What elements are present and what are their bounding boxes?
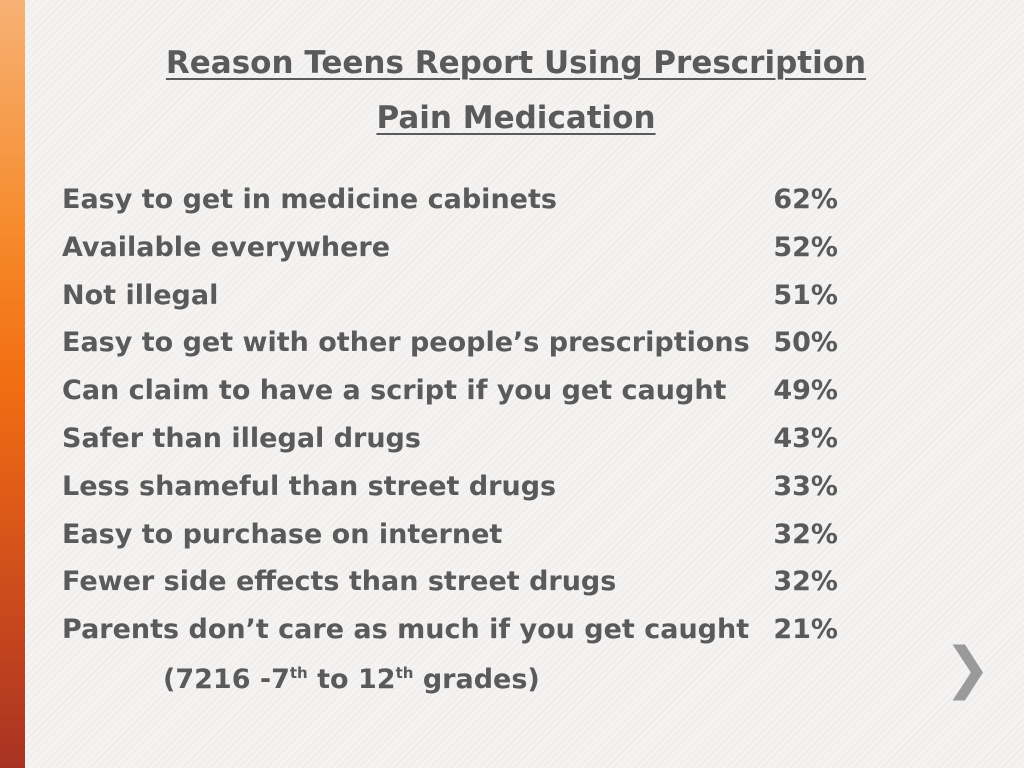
row: Easy to get with other people’s prescrip…: [62, 327, 838, 367]
title-line: Pain Medication: [376, 100, 656, 136]
row: Safer than illegal drugs 43%: [62, 423, 838, 463]
row: Easy to get in medicine cabinets 62%: [62, 184, 838, 224]
reason: Available everywhere: [62, 231, 391, 263]
reason: Parents don’t care as much if you get ca…: [62, 614, 750, 646]
percent: 43%: [773, 423, 838, 454]
superscript: th: [289, 664, 308, 682]
percent: 51%: [773, 279, 838, 311]
superscript: th: [395, 664, 414, 682]
percent: 62%: [773, 184, 838, 215]
footnote-text: to 12: [307, 664, 396, 695]
percent: 52%: [773, 231, 838, 263]
percent: 21%: [773, 614, 838, 646]
next-arrow[interactable]: ❯: [944, 636, 991, 701]
reason: Not illegal: [62, 279, 219, 311]
reason: Fewer side effects than street drugs: [62, 566, 617, 598]
row: Available everywhere 52%: [62, 232, 838, 272]
footnote-text: (7216 -7: [163, 664, 290, 695]
percent: 32%: [773, 518, 838, 550]
row: Less shameful than street drugs 33%: [62, 471, 838, 511]
reason: Easy to purchase on internet: [62, 518, 503, 550]
accent-bar: [0, 0, 25, 768]
percent: 32%: [773, 566, 838, 598]
percent: 33%: [773, 470, 838, 502]
reason: Easy to get in medicine cabinets: [62, 184, 557, 215]
title: Reason Teens Report Using Prescription Pa…: [25, 36, 1007, 146]
row: Not illegal 51%: [62, 280, 838, 320]
row: Can claim to have a script if you get ca…: [62, 375, 838, 415]
footnote: (7216 -7th to 12th grades): [163, 664, 540, 695]
reason: Less shameful than street drugs: [62, 470, 557, 502]
footnote-text: grades): [413, 664, 540, 695]
percent: 49%: [773, 375, 838, 407]
title-line: Reason Teens Report Using Prescription: [165, 45, 867, 81]
row: Parents don’t care as much if you get ca…: [62, 614, 838, 654]
reason: Safer than illegal drugs: [62, 423, 421, 454]
percent: 50%: [773, 327, 838, 359]
row: Fewer side effects than street drugs 32%: [62, 566, 838, 606]
row: Easy to purchase on internet 32%: [62, 519, 838, 559]
reason: Can claim to have a script if you get ca…: [62, 375, 727, 407]
reason: Easy to get with other people’s prescrip…: [62, 327, 750, 359]
